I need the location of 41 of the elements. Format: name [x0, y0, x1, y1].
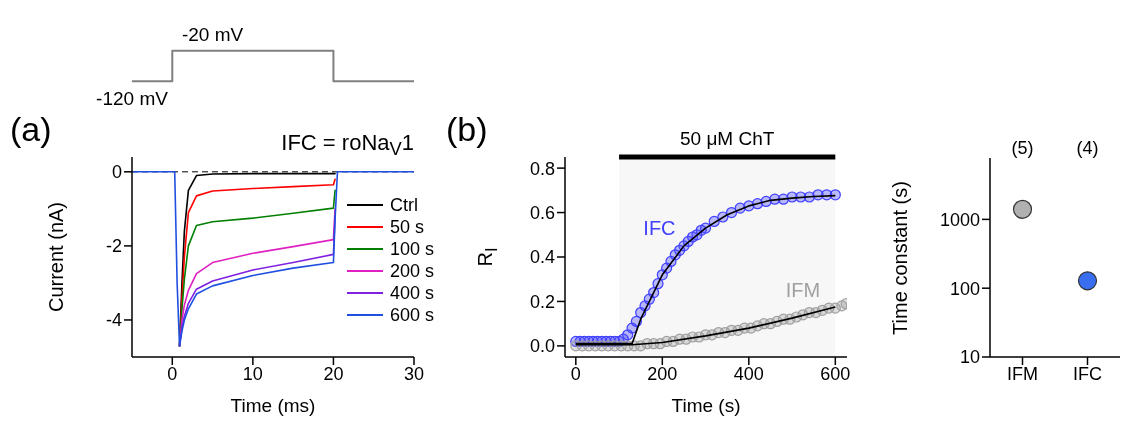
- x-axis-title: Time (ms): [230, 395, 316, 416]
- y-axis-title: Time constant (s): [888, 180, 912, 335]
- data-label: -20 mV: [181, 23, 244, 45]
- y-tick-label: 0: [111, 162, 122, 183]
- band-label: 50 μM ChT: [680, 128, 775, 149]
- y-tick-label: 10: [959, 347, 980, 368]
- x-tick-label: IFC: [1073, 363, 1102, 384]
- x-tick-label: 600: [820, 363, 851, 384]
- data-label: -120 mV: [96, 87, 169, 109]
- x-tick-label: 10: [242, 363, 263, 384]
- annotation: (4): [1076, 138, 1099, 159]
- y-tick-label: 100: [949, 278, 980, 299]
- x-tick-label: 0: [570, 363, 581, 384]
- legend-label: 50 s: [390, 216, 425, 238]
- chart-title: (a): [10, 110, 52, 149]
- annotation: IFC = roNa$_{V}$1: [281, 130, 414, 161]
- y-tick-label: 0.0: [529, 336, 555, 357]
- y-tick-label: 0.2: [529, 291, 555, 312]
- x-tick-label: 0: [167, 363, 178, 384]
- legend-label: 400 s: [390, 282, 435, 304]
- y-tick-label: 1000: [939, 209, 980, 230]
- y-axis-title: Current (nA): [44, 201, 68, 313]
- y-tick-label: -4: [105, 310, 122, 331]
- legend-label: Ctrl: [390, 194, 418, 216]
- annotation: (5): [1011, 138, 1034, 159]
- series-label: IFM: [785, 278, 821, 301]
- y-tick-label: 0.8: [529, 158, 555, 179]
- y-tick-label: -2: [105, 236, 122, 257]
- legend-label: 600 s: [390, 304, 435, 326]
- x-axis-title: Time (s): [671, 395, 741, 416]
- legend-label: 100 s: [390, 238, 435, 260]
- chart-title: (b): [446, 110, 488, 149]
- legend-label: 200 s: [390, 260, 435, 282]
- x-tick-label: 400: [733, 363, 764, 384]
- x-tick-label: IFM: [1007, 363, 1038, 384]
- x-tick-label: 20: [323, 363, 344, 384]
- x-tick-label: 30: [403, 363, 425, 384]
- x-tick-label: 200: [647, 363, 678, 384]
- y-tick-label: 0.6: [529, 202, 555, 223]
- y-tick-label: 0.4: [529, 247, 555, 268]
- series-label: IFC: [643, 217, 676, 240]
